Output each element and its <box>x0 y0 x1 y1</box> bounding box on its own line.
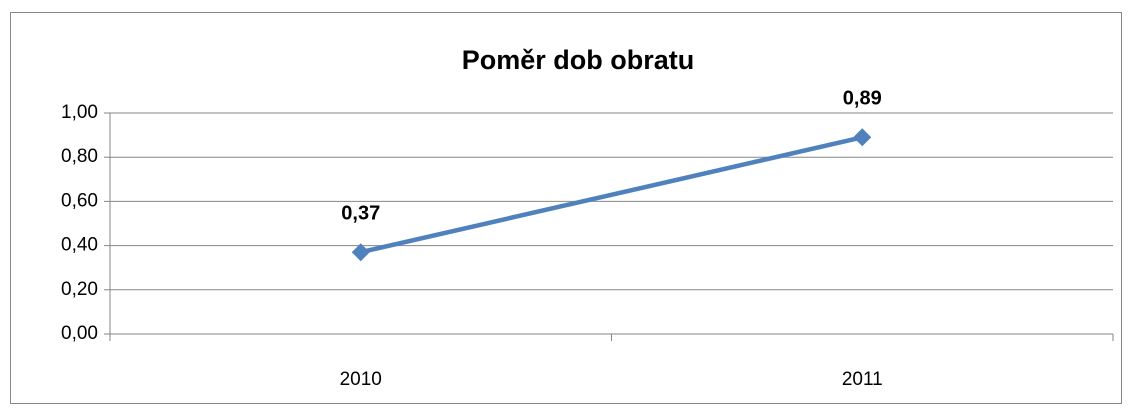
data-line <box>360 135 863 255</box>
y-tick-label: 0,20 <box>61 279 98 300</box>
chart-border <box>10 12 1122 404</box>
data-label: 0,89 <box>843 88 882 110</box>
y-tick-label: 0,40 <box>61 235 98 256</box>
chart-title: Poměr dob obratu <box>462 45 695 75</box>
data-label: 0,37 <box>341 203 380 225</box>
y-tick-label: 0,60 <box>61 190 98 211</box>
x-tick-label: 2010 <box>340 369 382 390</box>
x-tick-label: 2011 <box>842 369 883 390</box>
data-marker <box>351 243 370 262</box>
y-tick-label: 0,00 <box>61 323 98 344</box>
y-tick-label: 0,80 <box>61 146 98 167</box>
data-marker <box>853 128 872 147</box>
y-tick-label: 1,00 <box>61 102 98 123</box>
